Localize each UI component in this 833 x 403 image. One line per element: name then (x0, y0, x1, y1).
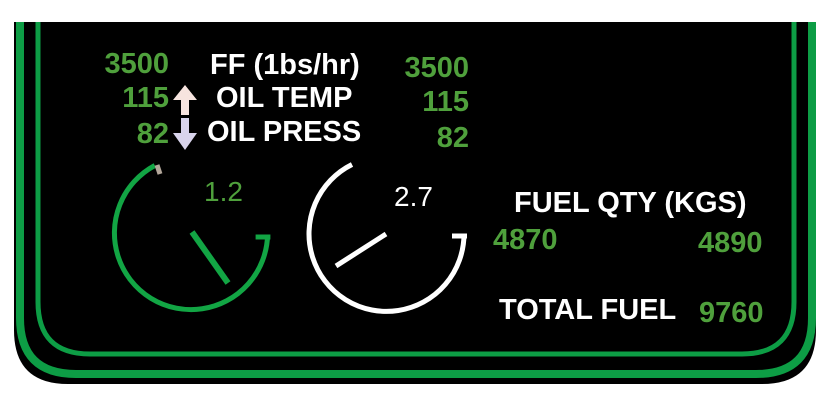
oil-press-label: OIL PRESS (207, 116, 362, 148)
right-dial-readout: 2.7 (394, 181, 433, 212)
right-oil-press-value: 82 (436, 122, 469, 154)
left-oil-press-value: 82 (136, 118, 169, 150)
right-engine-dial (306, 162, 467, 314)
right-oil-temp-value: 115 (422, 86, 469, 118)
arrow-down-icon (173, 118, 197, 150)
left-fuel-qty-value: 4870 (493, 224, 558, 256)
left-dial-readout: 1.2 (204, 176, 243, 207)
total-fuel-value: 9760 (699, 297, 764, 329)
panel-outer-border (16, 22, 816, 378)
right-dial-needle (334, 231, 388, 269)
oil-temp-label: OIL TEMP (216, 82, 353, 114)
panel-inner-border (35, 22, 797, 357)
left-dial-limit-marker (154, 164, 163, 175)
left-ff-value: 3500 (104, 48, 169, 80)
left-engine-dial (111, 163, 271, 313)
fuel-qty-label: FUEL QTY (KGS) (514, 187, 747, 219)
right-fuel-qty-value: 4890 (698, 227, 763, 259)
right-dial-arc (306, 162, 467, 314)
arrow-up-icon (173, 85, 197, 115)
left-dial-needle (189, 230, 231, 285)
total-fuel-label: TOTAL FUEL (499, 294, 677, 326)
ff-label: FF (1bs/hr) (210, 49, 360, 81)
panel-background (14, 22, 816, 384)
left-oil-temp-value: 115 (122, 82, 169, 114)
left-dial-arc (111, 163, 271, 313)
right-ff-value: 3500 (404, 52, 469, 84)
